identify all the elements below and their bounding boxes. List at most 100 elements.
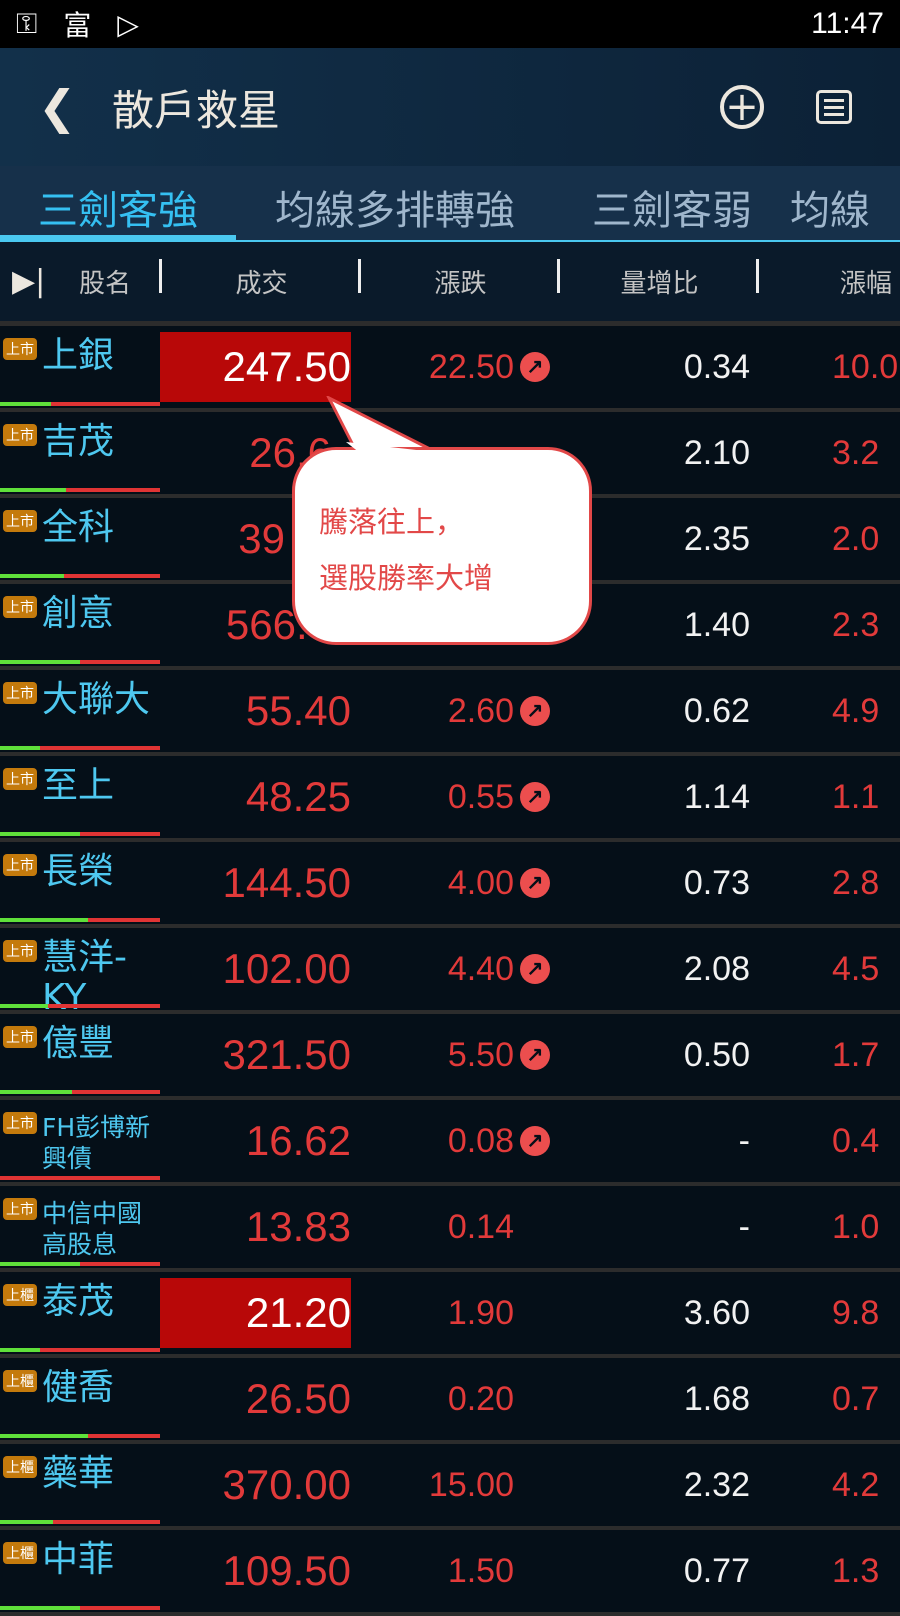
tab-ma[interactable]: 均線 <box>790 188 870 234</box>
col-percent[interactable]: 漲幅 <box>839 269 892 299</box>
table-row[interactable]: 上櫃 中菲 109.50 1.50 0.77 1.3 <box>0 1530 900 1616</box>
fu-app-icon: 富 <box>63 9 92 42</box>
table-row[interactable]: 上市 億豐 321.50 5.50 ↗ 0.50 1.7 <box>0 1014 900 1100</box>
price: 39 <box>238 515 285 562</box>
tab-three-musketeers-strong[interactable]: 三劍客強 <box>0 166 236 240</box>
percent-change: 1.0 <box>832 1207 880 1246</box>
volume-ratio: 0.34 <box>683 347 750 386</box>
market-badge: 上櫃 <box>3 1456 37 1478</box>
market-badge: 上市 <box>3 1112 37 1134</box>
col-name[interactable]: 股名 <box>48 259 162 300</box>
market-badge: 上市 <box>3 682 37 704</box>
market-badge: 上市 <box>3 768 37 790</box>
table-row[interactable]: 上市 長榮 144.50 4.00 ↗ 0.73 2.8 <box>0 842 900 928</box>
col-volume-ratio[interactable]: 量增比 <box>560 259 759 300</box>
volume-ratio: 1.40 <box>683 605 750 644</box>
change: 4.00 ↗ <box>360 864 550 903</box>
tab-three-musketeers-weak[interactable]: 三劍客弱 <box>592 188 752 234</box>
stock-name: 健喬 <box>42 1367 115 1408</box>
tab-ma-bullish[interactable]: 均線多排轉強 <box>275 188 515 234</box>
price: 26.50 <box>245 1375 351 1422</box>
market-badge: 上市 <box>3 854 37 876</box>
volume-ratio: 2.32 <box>683 1465 750 1504</box>
percent-change: 2.0 <box>832 519 880 558</box>
volume-ratio: 1.14 <box>683 777 750 816</box>
volume-ratio: 2.35 <box>683 519 750 558</box>
up-arrow-icon: ↗ <box>520 695 550 726</box>
change: 1.50 <box>447 1551 514 1590</box>
change: 0.08 ↗ <box>360 1122 550 1161</box>
page-title: 散戶救星 <box>112 85 281 135</box>
stock-name: 長榮 <box>42 851 115 892</box>
table-row[interactable]: 上市 FH彭博新興債 16.62 0.08 ↗ - 0.4 <box>0 1100 900 1186</box>
skip-forward-icon[interactable]: ▶| <box>12 264 46 299</box>
stock-name: 泰茂 <box>42 1281 115 1322</box>
change: 1.90 <box>447 1293 514 1332</box>
market-badge: 上市 <box>3 1198 37 1220</box>
percent-change: 3.2 <box>832 433 880 472</box>
percent-change: 4.2 <box>832 1465 880 1504</box>
buy-sell-ratio-bar <box>0 1090 160 1094</box>
volume-ratio: - <box>738 1121 750 1160</box>
percent-change: 2.3 <box>832 605 880 644</box>
table-row[interactable]: 上櫃 藥華 370.00 15.00 2.32 4.2 <box>0 1444 900 1530</box>
column-header: ▶| 股名 成交 漲跌 量增比 漲幅 <box>0 242 900 326</box>
percent-change: 0.4 <box>832 1121 880 1160</box>
stock-name: 上銀 <box>42 335 115 376</box>
price: 16.62 <box>245 1117 351 1164</box>
plus-circle-icon: + <box>725 84 759 130</box>
price: 55.40 <box>245 687 351 734</box>
table-row[interactable]: 上市 大聯大 55.40 2.60 ↗ 0.62 4.9 <box>0 670 900 756</box>
stock-name: 中菲 <box>42 1539 115 1580</box>
change: 2.60 ↗ <box>360 692 550 731</box>
buy-sell-ratio-bar <box>0 1262 160 1266</box>
market-badge: 上市 <box>3 940 37 962</box>
callout-line-1: 騰落往上， <box>319 505 465 539</box>
change: 0.14 <box>447 1207 514 1246</box>
up-arrow-icon: ↗ <box>520 953 550 984</box>
keys-icon: ⚿ <box>16 7 38 40</box>
table-row[interactable]: 上市 創意 566.0 1.40 2.3 <box>0 584 900 670</box>
table-row[interactable]: 上市 至上 48.25 0.55 ↗ 1.14 1.1 <box>0 756 900 842</box>
stock-name: 全科 <box>42 507 115 548</box>
change: 4.40 ↗ <box>360 950 550 989</box>
back-button[interactable]: ❮ <box>38 80 77 134</box>
table-row[interactable]: 上櫃 泰茂 21.20 1.90 3.60 9.8 <box>0 1272 900 1358</box>
price: 13.83 <box>245 1203 351 1250</box>
volume-ratio: 1.68 <box>683 1379 750 1418</box>
stock-name: 大聯大 <box>42 679 151 720</box>
price: 321.50 <box>222 1031 351 1078</box>
stock-name: 吉茂 <box>42 421 115 462</box>
list-icon <box>824 98 844 102</box>
price: 370.00 <box>222 1461 351 1508</box>
price: 144.50 <box>222 859 351 906</box>
buy-sell-ratio-bar <box>0 660 160 664</box>
market-badge: 上市 <box>3 596 37 618</box>
buy-sell-ratio-bar <box>0 1520 160 1524</box>
stock-name: 慧洋-KY <box>42 937 127 1014</box>
callout-bubble: 騰落往上， 選股勝率大增 <box>292 447 592 645</box>
status-bar: ⚿ 富 ▷ 11:47 <box>0 0 900 48</box>
stock-name: 創意 <box>42 593 115 634</box>
change: 5.50 ↗ <box>360 1036 550 1075</box>
add-button[interactable]: + <box>720 85 764 129</box>
volume-ratio: 0.73 <box>683 863 750 902</box>
buy-sell-ratio-bar <box>0 488 160 492</box>
stock-name: 億豐 <box>42 1023 115 1064</box>
market-badge: 上櫃 <box>3 1370 37 1392</box>
market-badge: 上市 <box>3 1026 37 1048</box>
up-arrow-icon: ↗ <box>520 1125 550 1156</box>
table-row[interactable]: 上市 慧洋-KY 102.00 4.40 ↗ 2.08 4.5 <box>0 928 900 1014</box>
volume-ratio: - <box>738 1207 750 1246</box>
percent-change: 9.8 <box>832 1293 880 1332</box>
up-arrow-icon: ↗ <box>520 867 550 898</box>
table-row[interactable]: 上市 上銀 247.50 22.50 ↗ 0.34 10.0 <box>0 326 900 412</box>
price: 247.50 <box>160 332 351 402</box>
market-badge: 上市 <box>3 338 37 360</box>
col-change[interactable]: 漲跌 <box>361 259 560 300</box>
table-row[interactable]: 上市 中信中國高股息 13.83 0.14 - 1.0 <box>0 1186 900 1272</box>
list-button[interactable] <box>816 90 852 124</box>
volume-ratio: 2.10 <box>683 433 750 472</box>
col-price[interactable]: 成交 <box>162 259 361 300</box>
table-row[interactable]: 上櫃 健喬 26.50 0.20 1.68 0.7 <box>0 1358 900 1444</box>
